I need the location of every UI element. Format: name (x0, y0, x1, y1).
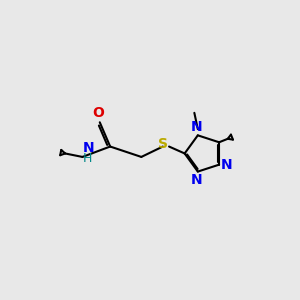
Text: N: N (83, 141, 95, 155)
Text: N: N (221, 158, 233, 172)
Text: N: N (191, 173, 202, 187)
Text: O: O (92, 106, 104, 119)
Text: N: N (190, 120, 202, 134)
Text: S: S (158, 137, 168, 151)
Text: H: H (83, 152, 92, 164)
